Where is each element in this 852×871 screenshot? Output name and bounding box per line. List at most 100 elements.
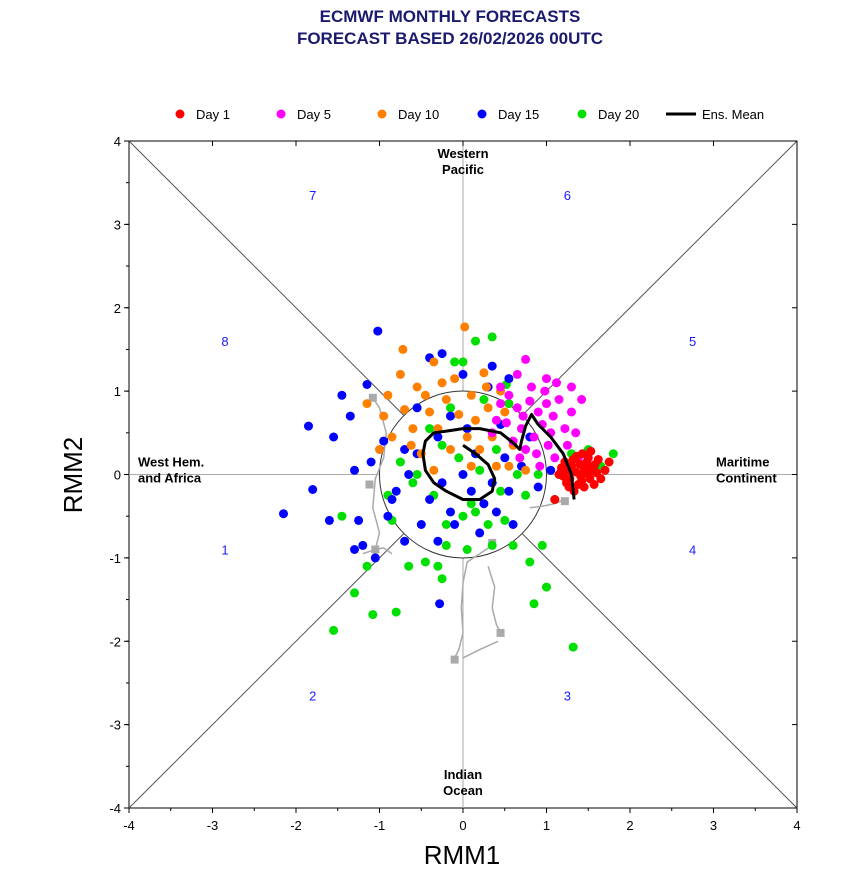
- legend-marker-1: [175, 109, 185, 119]
- point-day-5-9: [548, 411, 558, 421]
- y-tick-label-3: -2: [109, 634, 121, 649]
- point-day-10-6: [412, 382, 422, 392]
- point-day-5-13: [529, 432, 539, 442]
- legend-marker-4: [477, 109, 487, 119]
- legend-label-5: Day 20: [598, 107, 639, 122]
- point-day-20-19: [508, 540, 518, 550]
- point-day-10-29: [395, 369, 405, 379]
- point-day-1-20: [579, 482, 589, 492]
- point-day-5-24: [540, 386, 550, 396]
- point-day-15-45: [366, 457, 376, 467]
- point-day-5-25: [552, 378, 561, 388]
- point-day-20-1: [329, 625, 339, 635]
- point-day-5-20: [550, 453, 560, 463]
- spread-track-4: [462, 640, 499, 659]
- x-tick-label-6: 1: [543, 818, 550, 833]
- point-day-15-46: [337, 390, 347, 400]
- point-day-15-6: [345, 411, 355, 421]
- point-day-20-9: [408, 478, 418, 488]
- point-day-5-12: [567, 407, 576, 417]
- point-day-10-7: [383, 390, 393, 400]
- point-day-5-17: [515, 453, 525, 463]
- point-day-10-1: [460, 322, 470, 332]
- title-line-2: FORECAST BASED 26/02/2026 00UTC: [297, 29, 603, 48]
- point-day-20-16: [471, 507, 480, 517]
- point-day-10-13: [400, 405, 410, 414]
- point-day-10-30: [437, 378, 447, 388]
- point-day-20-33: [487, 332, 497, 342]
- x-tick-label-8: 3: [710, 818, 717, 833]
- point-day-1-33: [604, 457, 614, 467]
- point-day-15-25: [504, 486, 514, 496]
- point-day-15-17: [425, 495, 435, 504]
- region-label-4-line-2: Continent: [716, 471, 777, 486]
- point-day-15-7: [362, 380, 372, 389]
- y-axis-title: RMM2: [58, 437, 88, 514]
- point-day-15-5: [329, 432, 339, 442]
- point-day-1-30: [581, 463, 591, 473]
- point-day-10-32: [362, 399, 372, 409]
- legend-label-3: Day 10: [398, 107, 439, 122]
- region-label-4-line-1: Maritime: [716, 455, 769, 470]
- point-day-15-16: [404, 470, 414, 479]
- point-day-15-23: [479, 499, 489, 509]
- region-label-1-line-2: Pacific: [442, 162, 484, 177]
- point-day-20-31: [458, 357, 468, 367]
- point-day-5-8: [542, 399, 551, 409]
- spread-track-5: [487, 565, 502, 634]
- point-day-5-35: [535, 461, 545, 471]
- point-day-5-22: [571, 428, 581, 438]
- x-tick-label-3: -2: [290, 818, 302, 833]
- axis-ticks: -4 -3 -2 -1 0 1 2 3 4 -4 -3 -2 -1 0 1 2 3 4: [109, 134, 800, 833]
- point-day-20-12: [433, 561, 443, 571]
- point-day-15-42: [546, 465, 556, 475]
- point-day-15-32: [487, 361, 497, 371]
- point-day-10-19: [387, 432, 397, 442]
- legend-label-6: Ens. Mean: [702, 107, 764, 122]
- y-tick-label-9: 4: [114, 134, 121, 149]
- point-day-5-31: [512, 369, 522, 379]
- spread-marker-1: [368, 393, 377, 402]
- region-label-2-line-1: Indian: [444, 767, 482, 782]
- spread-marker-5: [450, 655, 459, 664]
- point-day-20-42: [466, 499, 476, 509]
- phase-divider-4: [128, 533, 405, 809]
- point-day-15-2: [304, 421, 313, 431]
- point-day-15-49: [446, 507, 455, 517]
- point-day-15-35: [400, 536, 410, 546]
- phase-number-8: 8: [221, 334, 228, 349]
- point-day-5-6: [533, 407, 543, 417]
- point-day-20-18: [500, 515, 510, 525]
- point-day-15-40: [475, 528, 485, 538]
- point-day-20-2: [350, 588, 359, 598]
- point-day-20-29: [437, 440, 447, 450]
- point-day-15-34: [504, 374, 514, 384]
- ensemble-mean-line: [421, 413, 576, 501]
- point-day-20-39: [504, 399, 514, 409]
- point-day-20-27: [475, 465, 485, 475]
- point-day-20-30: [450, 357, 460, 367]
- point-day-20-6: [337, 511, 347, 521]
- y-tick-label-1: -4: [109, 801, 121, 816]
- phase-number-5: 5: [689, 334, 696, 349]
- point-day-15-20: [433, 432, 443, 442]
- point-day-15-31: [458, 369, 468, 379]
- legend-label-1: Day 1: [196, 107, 230, 122]
- point-day-15-14: [383, 511, 393, 521]
- point-day-20-40: [412, 470, 422, 479]
- point-day-20-8: [395, 457, 405, 467]
- y-tick-label-4: -1: [109, 551, 121, 566]
- point-day-10-27: [466, 461, 476, 471]
- point-day-5-1: [496, 399, 506, 409]
- x-tick-label-9: 4: [793, 818, 800, 833]
- point-day-10-5: [479, 368, 489, 378]
- y-tick-label-8: 3: [114, 217, 121, 232]
- y-tick-label-5: 0: [114, 468, 121, 483]
- point-day-20-23: [529, 599, 539, 609]
- point-day-20-25: [512, 470, 522, 479]
- point-day-10-2: [398, 344, 408, 354]
- point-day-15-18: [437, 478, 447, 488]
- point-day-15-54: [387, 495, 397, 504]
- spread-marker-7: [560, 497, 569, 506]
